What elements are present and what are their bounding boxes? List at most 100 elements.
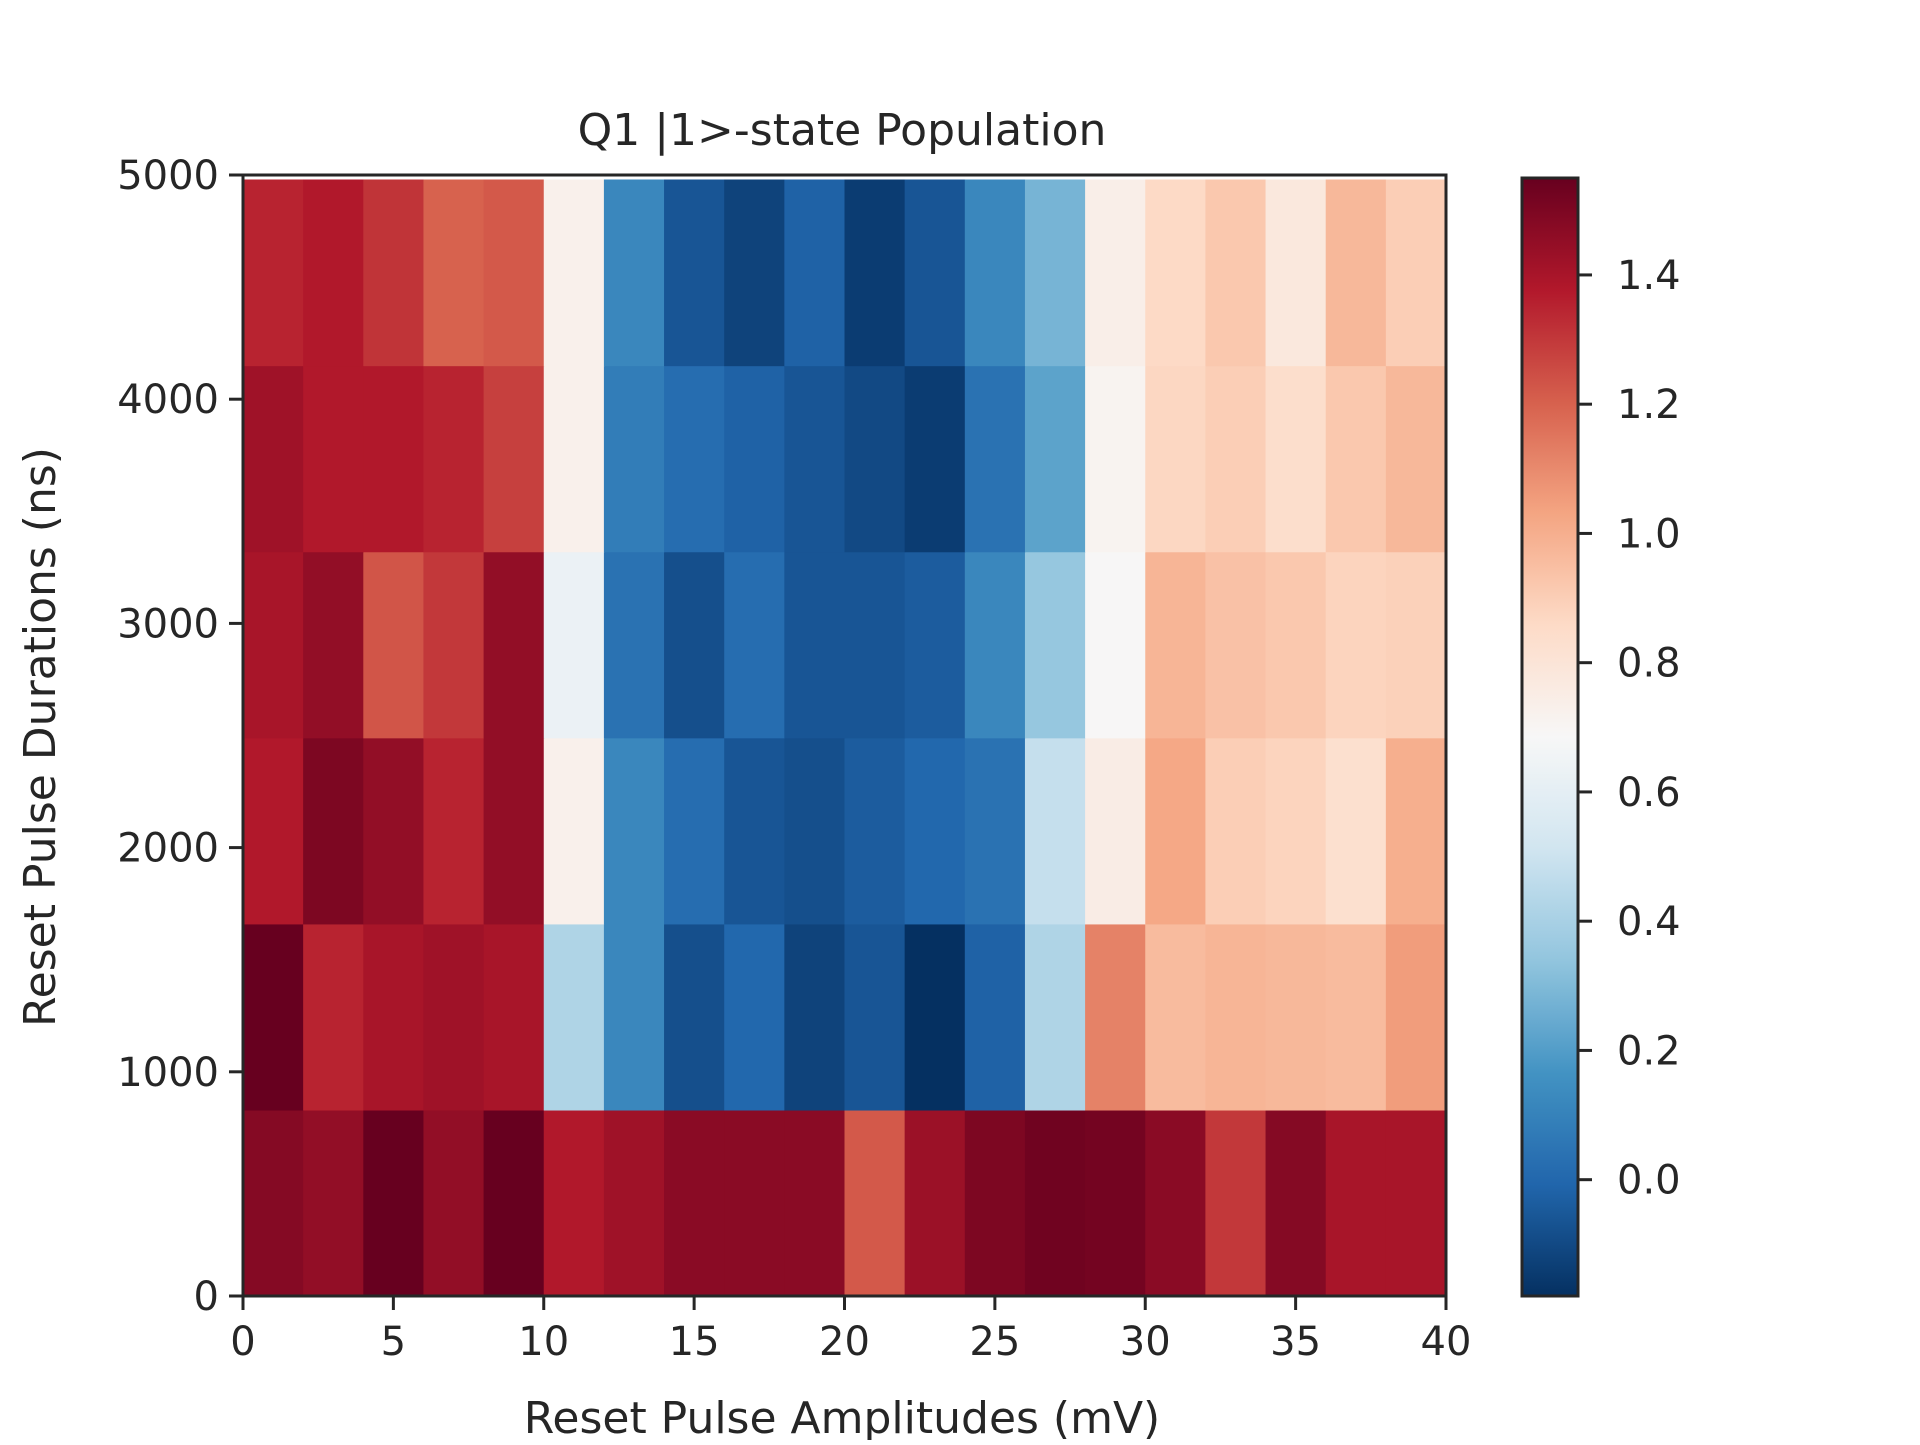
heatmap-cell bbox=[964, 737, 1026, 925]
heatmap-cell bbox=[423, 365, 485, 553]
heatmap-cell bbox=[603, 1109, 665, 1297]
x-axis: 0 5 10 15 20 25 30 35 40 bbox=[230, 1296, 1471, 1365]
heatmap-cell bbox=[664, 365, 725, 553]
heatmap-cell bbox=[303, 551, 364, 739]
colorbar-frame bbox=[1520, 176, 1580, 1298]
heatmap-cell bbox=[784, 1109, 846, 1297]
heatmap-cell bbox=[664, 737, 725, 925]
heatmap-cell bbox=[243, 923, 304, 1111]
y-tick-label: 4000 bbox=[117, 377, 219, 423]
heatmap-cell bbox=[423, 1109, 485, 1297]
heatmap-cell bbox=[784, 179, 846, 367]
heatmap-cell bbox=[904, 1109, 966, 1297]
heatmap-cell bbox=[1385, 551, 1447, 739]
heatmap-cell bbox=[844, 1109, 906, 1297]
heatmap-cell bbox=[724, 365, 785, 553]
heatmap-cell bbox=[1085, 923, 1146, 1111]
heatmap-cell bbox=[303, 179, 364, 367]
heatmap-cell bbox=[784, 737, 846, 925]
heatmap-cell bbox=[784, 365, 846, 553]
heatmap-cell bbox=[964, 179, 1026, 367]
chart-title: Q1 |1>-state Population bbox=[578, 105, 1107, 156]
x-tick-label: 40 bbox=[1421, 1319, 1472, 1365]
heatmap-cell bbox=[1265, 365, 1327, 553]
heatmap-cell bbox=[844, 365, 906, 553]
heatmap-cell bbox=[664, 179, 725, 367]
heatmap-cell bbox=[423, 551, 485, 739]
heatmap-cell bbox=[423, 737, 485, 925]
heatmap-cell bbox=[1325, 551, 1387, 739]
x-tick-label: 25 bbox=[969, 1319, 1020, 1365]
heatmap-cell bbox=[543, 179, 605, 367]
heatmap-cell bbox=[1205, 365, 1267, 553]
x-tick-label: 0 bbox=[230, 1319, 255, 1365]
heatmap-cell bbox=[724, 551, 785, 739]
heatmap-cell bbox=[784, 923, 846, 1111]
x-tick-label: 35 bbox=[1270, 1319, 1321, 1365]
heatmap-cell bbox=[483, 737, 545, 925]
heatmap-cell bbox=[1024, 179, 1086, 367]
colorbar-tick-label: 0.0 bbox=[1617, 1158, 1681, 1204]
heatmap-cell bbox=[904, 923, 966, 1111]
heatmap-cell bbox=[1085, 179, 1146, 367]
heatmap-cell bbox=[603, 365, 665, 553]
x-tick-label: 15 bbox=[669, 1319, 720, 1365]
heatmap-cell bbox=[1265, 1109, 1327, 1297]
heatmap-cell bbox=[483, 551, 545, 739]
heatmap-cell bbox=[1265, 737, 1327, 925]
x-tick-label: 30 bbox=[1120, 1319, 1171, 1365]
heatmap-cell bbox=[303, 1109, 364, 1297]
heatmap-cell bbox=[1385, 1109, 1447, 1297]
colorbar-tick-label: 1.0 bbox=[1617, 511, 1681, 557]
heatmap-cell bbox=[1385, 923, 1447, 1111]
heatmap-cell bbox=[964, 365, 1026, 553]
heatmap-cell bbox=[664, 923, 725, 1111]
heatmap-cell bbox=[904, 737, 966, 925]
heatmap-cell bbox=[1385, 365, 1447, 553]
heatmap-cell bbox=[724, 737, 785, 925]
heatmap-cell bbox=[543, 365, 605, 553]
heatmap-cell bbox=[844, 737, 906, 925]
heatmap-cell bbox=[1024, 923, 1086, 1111]
heatmap-cell bbox=[1385, 179, 1447, 367]
heatmap-cell bbox=[1085, 551, 1146, 739]
heatmap-cell bbox=[1024, 551, 1086, 739]
x-tick-label: 10 bbox=[518, 1319, 569, 1365]
heatmap-cell bbox=[1145, 365, 1206, 553]
heatmap-cell bbox=[1024, 1109, 1086, 1297]
x-tick-label: 20 bbox=[819, 1319, 870, 1365]
heatmap-cell bbox=[363, 551, 425, 739]
heatmap-cell bbox=[904, 551, 966, 739]
y-axis-label: Reset Pulse Durations (ns) bbox=[15, 447, 66, 1027]
heatmap-cell bbox=[243, 551, 304, 739]
heatmap-cell bbox=[1265, 551, 1327, 739]
heatmap-cell bbox=[543, 1109, 605, 1297]
heatmap-cell bbox=[1325, 737, 1387, 925]
heatmap-cell bbox=[363, 923, 425, 1111]
heatmap-cell bbox=[964, 1109, 1026, 1297]
heatmap-cell bbox=[543, 551, 605, 739]
heatmap-cell bbox=[1145, 179, 1206, 367]
heatmap-cell bbox=[1085, 365, 1146, 553]
colorbar-tick-label: 1.4 bbox=[1617, 253, 1681, 299]
heatmap-cell bbox=[543, 923, 605, 1111]
colorbar-tick-label: 0.2 bbox=[1617, 1028, 1681, 1074]
y-tick-label: 5000 bbox=[117, 153, 219, 199]
heatmap-cell bbox=[603, 179, 665, 367]
y-tick-label: 1000 bbox=[117, 1050, 219, 1096]
y-axis: 0 1000 2000 3000 4000 5000 bbox=[117, 153, 243, 1320]
heatmap-cell bbox=[964, 923, 1026, 1111]
heatmap-cell bbox=[483, 179, 545, 367]
heatmap-cell bbox=[603, 923, 665, 1111]
heatmap-cell bbox=[1024, 737, 1086, 925]
heatmap-cell bbox=[483, 1109, 545, 1297]
heatmap-cell bbox=[243, 179, 304, 367]
x-tick-label: 5 bbox=[381, 1319, 406, 1365]
heatmap-cell bbox=[1385, 737, 1447, 925]
heatmap-cell bbox=[303, 365, 364, 553]
heatmap-cell bbox=[243, 737, 304, 925]
heatmap-cell bbox=[1145, 737, 1206, 925]
colorbar-ticks: 0.0 0.2 0.4 0.6 0.8 1.0 1.2 1.4 bbox=[1578, 253, 1681, 1204]
heatmap-cell bbox=[483, 923, 545, 1111]
